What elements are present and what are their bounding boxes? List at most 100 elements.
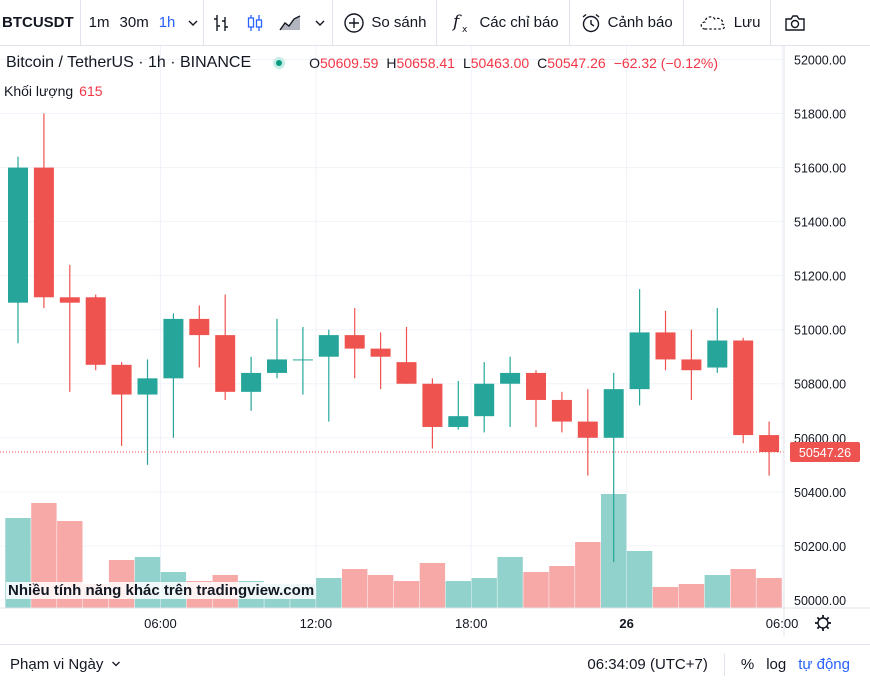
timeframe-1m-button[interactable]: 1m — [81, 0, 118, 46]
market-status-indicator[interactable] — [273, 57, 286, 69]
price-axis[interactable]: 52000.00 51800.00 51600.00 51400.00 51200.00… — [783, 46, 860, 636]
candle-body — [500, 372, 521, 384]
symbol-legend: Bitcoin / TetherUS · 1h · BINANCE O50609… — [6, 54, 718, 72]
volume-bar — [652, 587, 679, 608]
candle-body — [370, 348, 391, 357]
candlesticks — [0, 113, 784, 563]
candle-body — [759, 435, 780, 453]
divider — [203, 0, 205, 46]
candle-body — [215, 335, 236, 392]
bar-style-button[interactable] — [204, 0, 238, 46]
timeframe-dropdown-button[interactable] — [183, 0, 203, 46]
timeframe-30m-button[interactable]: 30m — [118, 0, 157, 46]
gear-ring — [817, 617, 829, 629]
high-value: 50658.41 — [396, 55, 455, 71]
candle-body — [396, 362, 417, 384]
price-chart[interactable]: 52000.00 51800.00 51600.00 51400.00 51200.00… — [0, 46, 870, 636]
compare-button[interactable]: So sánh — [333, 0, 436, 46]
svg-text:x: x — [462, 25, 468, 35]
screenshot-button[interactable] — [771, 0, 819, 46]
candle-body — [85, 297, 106, 365]
timeframe-1h-button[interactable]: 1h — [157, 0, 184, 46]
indicators-label: Các chỉ báo — [479, 14, 559, 31]
close-value: 50547.26 — [547, 55, 606, 71]
add-circle-icon — [344, 12, 365, 33]
clock-timezone-button[interactable]: 06:34:09 (UTC+7) — [587, 656, 708, 673]
date-range-button[interactable]: Phạm vi Ngày — [10, 656, 121, 673]
divider — [436, 0, 438, 46]
last-price-badge — [790, 442, 860, 463]
candle-body — [137, 378, 158, 395]
low-label: L — [462, 55, 471, 71]
camera-icon — [785, 14, 806, 31]
divider — [332, 0, 334, 46]
chevron-down-icon — [111, 661, 120, 666]
candle-body — [629, 332, 650, 390]
candle-body — [241, 372, 262, 392]
volume-bar — [342, 569, 368, 608]
volume-bar — [523, 572, 549, 608]
time-tick-label: 12:00 — [300, 616, 333, 631]
auto-scale-toggle[interactable]: tự động — [798, 656, 850, 673]
timeframe-label: 1m — [88, 14, 110, 31]
area-style-button[interactable] — [272, 0, 308, 46]
price-tick-label: 50800.00 — [794, 378, 846, 392]
candle-body — [163, 318, 184, 379]
log-scale-toggle[interactable]: log — [766, 656, 787, 673]
area-style-icon — [279, 14, 301, 30]
timeframe-label: 1h — [158, 14, 176, 31]
promo-link[interactable]: Nhiều tính năng khác trên tradingview.co… — [6, 582, 317, 599]
volume-bar — [756, 578, 782, 608]
price-tick-label: 50000.00 — [794, 594, 846, 608]
volume-bar — [316, 578, 342, 608]
time-tick-label: 06:00 — [144, 616, 177, 631]
divider — [682, 0, 684, 46]
divider — [568, 0, 570, 46]
high-label: H — [386, 55, 397, 71]
timeframe-label: 30m — [119, 14, 149, 31]
time-tick-label: 26 — [619, 616, 633, 631]
last-price-label: 50547.26 — [799, 446, 851, 460]
candle-body — [344, 335, 365, 349]
candle-body — [474, 383, 495, 417]
cloud-icon — [700, 15, 725, 30]
gear-tooth — [816, 616, 821, 621]
candle-body — [189, 318, 210, 336]
volume-bar — [419, 563, 446, 608]
gear-tooth — [816, 625, 821, 630]
symbol-search-button[interactable]: BTCUSDT — [0, 0, 80, 46]
alarm-clock-icon — [582, 13, 600, 32]
volume-bar — [730, 569, 756, 608]
volume-bar — [445, 581, 471, 608]
open-value: 50609.59 — [320, 55, 379, 71]
ohlc-values: O50609.59 H50658.41 L50463.00 C50547.26 −62.… — [309, 55, 718, 71]
volume-bar — [575, 542, 601, 608]
open-label: O — [309, 55, 321, 71]
volume-bar — [549, 566, 575, 608]
compare-label: So sánh — [371, 14, 427, 31]
settings-gear-icon[interactable] — [815, 615, 831, 631]
chart-type-dropdown-button[interactable] — [308, 0, 332, 46]
alerts-button[interactable]: Cảnh báo — [570, 0, 683, 46]
volume-legend: Khối lượng 615 — [4, 83, 103, 99]
price-tick-label: 50400.00 — [794, 486, 846, 500]
price-tick-label: 52000.00 — [794, 54, 846, 68]
chevron-down-icon — [188, 20, 198, 26]
time-axis[interactable]: 06:00 12:00 18:00 26 06:00 — [0, 607, 870, 631]
candle-body — [448, 416, 469, 427]
candle-style-button[interactable] — [238, 0, 272, 46]
volume-bar — [497, 557, 523, 608]
candle-body — [318, 335, 339, 357]
volume-label: Khối lượng — [4, 83, 74, 99]
percent-scale-toggle[interactable]: % — [740, 656, 755, 673]
candle-body — [59, 297, 80, 303]
gear-tooth — [825, 625, 830, 630]
divider — [79, 0, 81, 46]
gear-tooth — [825, 616, 830, 621]
change-value: −62.32 (−0.12%) — [613, 55, 718, 71]
save-button[interactable]: Lưu — [684, 0, 771, 46]
candle-body — [733, 340, 754, 436]
chart-area[interactable]: 52000.00 51800.00 51600.00 51400.00 51200.00… — [0, 46, 870, 636]
